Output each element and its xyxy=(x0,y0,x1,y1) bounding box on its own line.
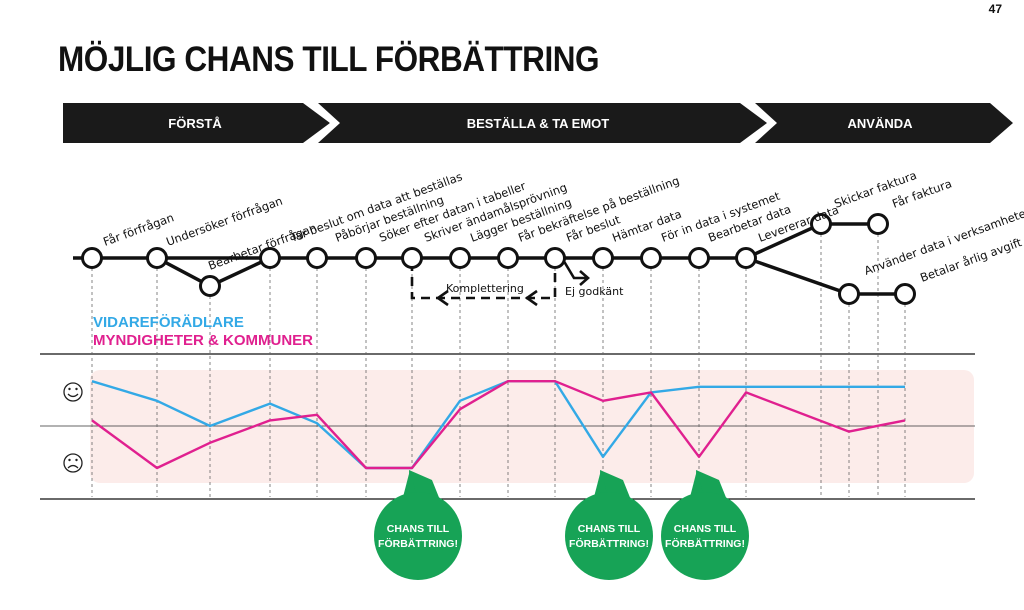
step-node xyxy=(867,213,889,235)
phase-arrow-bestalla xyxy=(303,95,340,151)
happy-face-icon xyxy=(63,382,83,402)
phase-label-forsta: FÖRSTÅ xyxy=(168,116,222,131)
chance-label-line-2: FÖRBÄTTRING! xyxy=(378,537,458,550)
sad-face-icon xyxy=(63,453,83,473)
chance-pointer-tip xyxy=(690,470,704,497)
step-node xyxy=(894,283,916,305)
chance-pointer-tip xyxy=(594,470,608,497)
step-node xyxy=(81,247,103,269)
step-node xyxy=(810,213,832,235)
chance-label-line-1: CHANS TILL xyxy=(578,523,641,535)
chance-callout: CHANS TILL FÖRBÄTTRING! xyxy=(374,470,462,580)
step-guides xyxy=(91,234,906,497)
step-node xyxy=(735,247,757,269)
step-node xyxy=(688,247,710,269)
series-line-myndigheter xyxy=(91,380,906,470)
ej-godkant-arrow-icon xyxy=(560,257,590,286)
step-node xyxy=(592,247,614,269)
page-number: 47 xyxy=(988,2,1002,16)
step-node xyxy=(640,247,662,269)
chance-circle xyxy=(374,492,462,580)
ej-godkant-label: Ej godkänt xyxy=(565,285,624,298)
step-node xyxy=(306,247,328,269)
chance-callout: CHANS TILL FÖRBÄTTRING! xyxy=(661,470,749,580)
step-node xyxy=(449,247,471,269)
legend-series-1: VIDAREFÖRÄDLARE xyxy=(93,314,244,331)
step-node xyxy=(199,275,221,297)
phase-arrow-forsta xyxy=(63,103,330,143)
step-node xyxy=(146,247,168,269)
phase-label-anvanda: ANVÄNDA xyxy=(848,116,914,131)
chance-pointer-tip xyxy=(403,470,417,497)
chance-label-line-2: FÖRBÄTTRING! xyxy=(569,537,649,550)
step-node xyxy=(401,247,423,269)
satisfaction-lines xyxy=(91,380,906,470)
step-node xyxy=(544,247,566,269)
kompletering-arrow-icon xyxy=(435,289,538,307)
chance-circle xyxy=(565,492,653,580)
chance-callout: CHANS TILL FÖRBÄTTRING! xyxy=(565,470,653,580)
step-label: Får förfrågan xyxy=(101,210,176,249)
step-node xyxy=(838,283,860,305)
legend-series-2: MYNDIGHETER & KOMMUNER xyxy=(93,332,313,349)
phase-bar: FÖRSTÅ BESTÄLLA & TA EMOT ANVÄNDA xyxy=(63,95,1013,151)
phase-label-bestalla: BESTÄLLA & TA EMOT xyxy=(467,116,610,131)
step-node xyxy=(497,247,519,269)
step-node xyxy=(355,247,377,269)
phase-arrow-bestalla-fill xyxy=(318,103,767,143)
chance-label-line-1: CHANS TILL xyxy=(387,523,450,535)
chart-band xyxy=(90,370,974,483)
kompletering-label: Komplettering xyxy=(446,282,524,295)
phase-arrow-anvanda xyxy=(755,103,1013,143)
step-nodes xyxy=(81,213,916,305)
chance-label-line-2: FÖRBÄTTRING! xyxy=(665,537,745,550)
chance-circle xyxy=(661,492,749,580)
improvement-chances: CHANS TILL FÖRBÄTTRING! CHANS TILL FÖRBÄTTR… xyxy=(374,470,749,580)
page-title: MÖJLIG CHANS TILL FÖRBÄTTRING xyxy=(58,40,600,79)
chance-label-line-1: CHANS TILL xyxy=(674,523,737,535)
kompletering-loop xyxy=(410,258,557,300)
step-node xyxy=(259,247,281,269)
